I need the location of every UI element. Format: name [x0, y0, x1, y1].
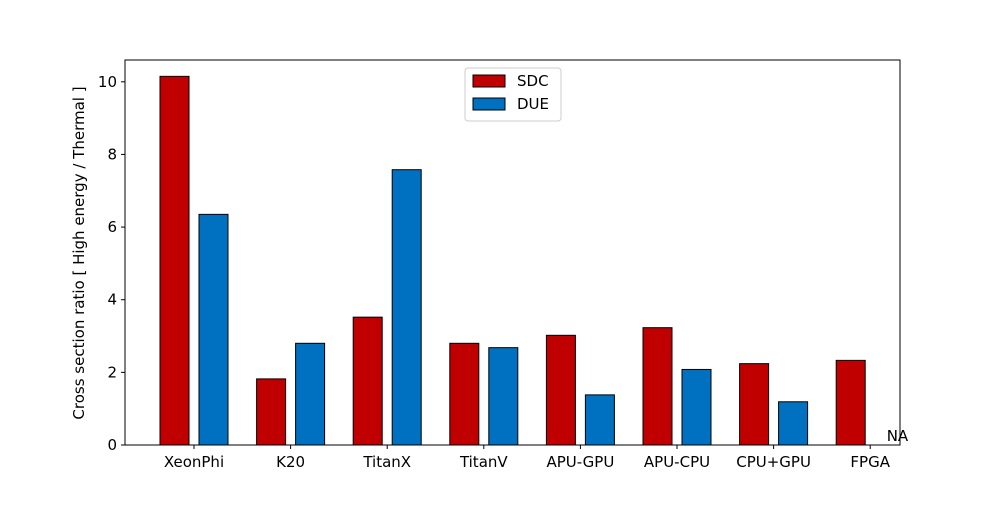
- bar-due-xeonphi: [198, 213, 229, 446]
- bar-sdc-fpga: [835, 359, 866, 446]
- y-axis-label: Cross section ratio [ High energy / Ther…: [70, 86, 88, 419]
- legend-label-due: DUE: [517, 95, 549, 113]
- bar-sdc-apu-gpu: [545, 334, 576, 446]
- bar-due-apu-gpu: [584, 394, 615, 446]
- bar-sdc-cpu-gpu: [739, 363, 770, 446]
- x-tick-label: FPGA: [850, 453, 890, 471]
- y-tick-label: 10: [98, 73, 117, 91]
- y-tick-label: 2: [107, 363, 117, 381]
- legend-swatch-due: [472, 97, 506, 111]
- bar-sdc-xeonphi: [159, 75, 190, 446]
- bar-due-titanv: [488, 347, 519, 446]
- bar-due-k20: [295, 342, 326, 446]
- bars-layer: NA: [159, 75, 909, 446]
- bar-sdc-titanx: [352, 316, 383, 446]
- x-tick-label: APU-CPU: [644, 453, 710, 471]
- axes-layer: XeonPhi K20 TitanX TitanV APU-GPU APU-CPU CPU+…: [98, 73, 891, 471]
- annotation-na: NA: [887, 427, 909, 445]
- bar-due-cpu-gpu: [778, 401, 809, 446]
- y-tick-label: 0: [107, 436, 117, 454]
- y-tick-label: 6: [107, 218, 117, 236]
- legend: SDC DUE: [464, 67, 562, 122]
- x-tick-label: XeonPhi: [164, 453, 224, 471]
- x-tick-label: CPU+GPU: [736, 453, 811, 471]
- legend-label-sdc: SDC: [517, 72, 549, 90]
- bar-due-titanx: [391, 169, 422, 446]
- plot-frame: [124, 59, 901, 446]
- bar-sdc-apu-cpu: [642, 327, 673, 446]
- x-tick-label: K20: [276, 453, 305, 471]
- bar-sdc-k20: [256, 378, 287, 446]
- y-tick-label: 4: [107, 291, 117, 309]
- bar-due-apu-cpu: [681, 368, 712, 446]
- x-tick-label: TitanV: [459, 453, 508, 471]
- x-tick-label: APU-GPU: [546, 453, 614, 471]
- x-tick-label: TitanX: [362, 453, 411, 471]
- y-tick-label: 8: [107, 145, 117, 163]
- bar-sdc-titanv: [449, 342, 480, 446]
- legend-swatch-sdc: [472, 74, 506, 88]
